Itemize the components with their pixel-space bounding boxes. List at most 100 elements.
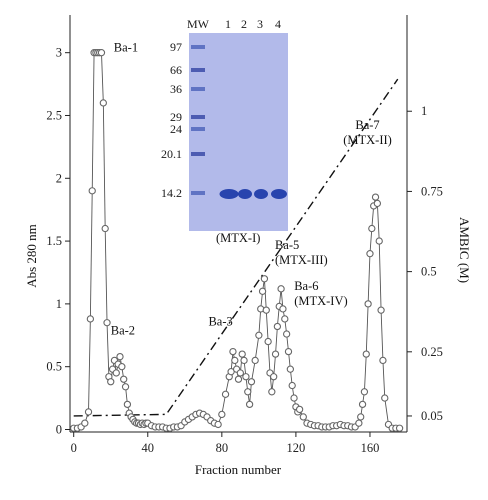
data-point <box>103 319 111 327</box>
data-point <box>264 337 272 346</box>
data-point <box>231 356 239 365</box>
gel-marker-band <box>191 87 205 91</box>
peak-label-sub: (MTX-IV) <box>294 294 347 308</box>
data-point <box>247 378 256 386</box>
y2-tick-label: 1 <box>421 104 427 118</box>
y2-tick-label: 0.75 <box>421 184 443 198</box>
y-tick-label: 2 <box>56 171 62 185</box>
data-point <box>242 373 250 381</box>
gel-sample-band <box>271 189 287 199</box>
y-tick-label: 1.5 <box>46 234 62 248</box>
gel-lane-label: MW <box>187 17 210 31</box>
data-point <box>362 350 370 358</box>
data-point <box>244 388 252 396</box>
gradient-layer <box>73 78 399 417</box>
peak-label: Ba-5 <box>275 238 299 252</box>
data-point <box>234 375 243 383</box>
y-tick-label: 3 <box>56 46 62 60</box>
y2-axis-label: AMBIC (M) <box>457 217 472 283</box>
data-point <box>84 408 93 416</box>
data-point <box>238 350 246 358</box>
gel-marker-band <box>191 191 205 195</box>
data-point <box>366 249 374 258</box>
data-point <box>271 350 280 358</box>
y-tick-label: 2.5 <box>46 108 62 122</box>
data-point <box>299 413 307 421</box>
gel-lane-label: 3 <box>257 17 263 31</box>
data-point <box>97 49 106 57</box>
data-point <box>288 381 296 390</box>
data-point <box>358 400 367 409</box>
gradient-line <box>73 78 399 417</box>
gel-marker-label: 97 <box>170 40 182 54</box>
y2-tick-label: 0.05 <box>421 409 443 423</box>
data-point <box>368 224 376 233</box>
data-point <box>360 388 369 396</box>
x-axis-label: Fraction number <box>195 462 282 477</box>
data-point <box>270 373 278 381</box>
gel-background <box>189 33 288 231</box>
gel-marker-label: 24 <box>170 122 182 136</box>
peak-label: Ba-7 <box>355 118 379 132</box>
peak-label: Ba-3 <box>208 315 232 329</box>
data-point <box>101 224 109 233</box>
x-tick-label: 160 <box>361 441 380 455</box>
data-point <box>260 275 269 283</box>
gel-lane-label: 2 <box>241 17 247 31</box>
data-point <box>86 315 95 323</box>
gel-lane-label: 4 <box>275 17 281 31</box>
gel-marker-label: 36 <box>170 82 182 96</box>
data-point <box>107 378 115 386</box>
x-tick-label: 80 <box>216 441 229 455</box>
data-point <box>290 394 298 402</box>
data-point <box>245 400 254 409</box>
data-point <box>279 305 287 313</box>
gel-marker-band <box>191 115 205 119</box>
data-point <box>218 410 226 419</box>
peak-label: Ba-6 <box>294 279 318 293</box>
gel-marker-band <box>191 127 205 131</box>
data-point <box>373 199 382 208</box>
gel-marker-band <box>191 45 205 49</box>
data-point <box>251 356 259 365</box>
data-point <box>277 285 285 293</box>
y2-tick-label: 0.25 <box>421 345 443 359</box>
data-point <box>377 306 385 314</box>
data-point <box>395 424 404 432</box>
gel-sample-band <box>238 189 252 199</box>
gel-marker-band <box>191 68 205 72</box>
gel-marker-label: 14.2 <box>161 186 182 200</box>
y2-tick-label: 0.5 <box>421 265 437 279</box>
gel-marker-label: 66 <box>170 63 182 77</box>
gel-marker-band <box>191 152 205 156</box>
peak-label-sub: (MTX-III) <box>275 253 328 267</box>
data-point <box>268 388 276 396</box>
data-point <box>81 419 89 427</box>
data-point <box>240 356 248 365</box>
y-tick-label: 0.5 <box>46 360 62 374</box>
data-point <box>116 352 124 361</box>
data-point <box>255 331 263 339</box>
axes <box>69 15 408 433</box>
gel-sample-band <box>219 189 239 199</box>
gel-lane-label: 1 <box>225 17 231 31</box>
data-point <box>262 306 270 314</box>
peak-label-sub: (MTX-II) <box>343 133 392 147</box>
data-point <box>371 193 380 201</box>
data-point <box>121 383 130 391</box>
data-point <box>123 400 132 409</box>
data-point <box>364 300 372 308</box>
data-point <box>273 322 282 331</box>
data-point <box>221 390 230 398</box>
x-tick-label: 120 <box>287 441 306 455</box>
y-tick-label: 0 <box>56 422 62 436</box>
y-tick-label: 1 <box>56 297 62 311</box>
data-point <box>258 287 267 295</box>
peak-label-sub: (MTX-I) <box>216 231 260 245</box>
data-point <box>375 237 383 245</box>
y-axis-label: Abs 280 nm <box>24 224 39 288</box>
data-point <box>214 420 222 429</box>
data-point <box>379 356 387 365</box>
data-point <box>286 365 294 373</box>
